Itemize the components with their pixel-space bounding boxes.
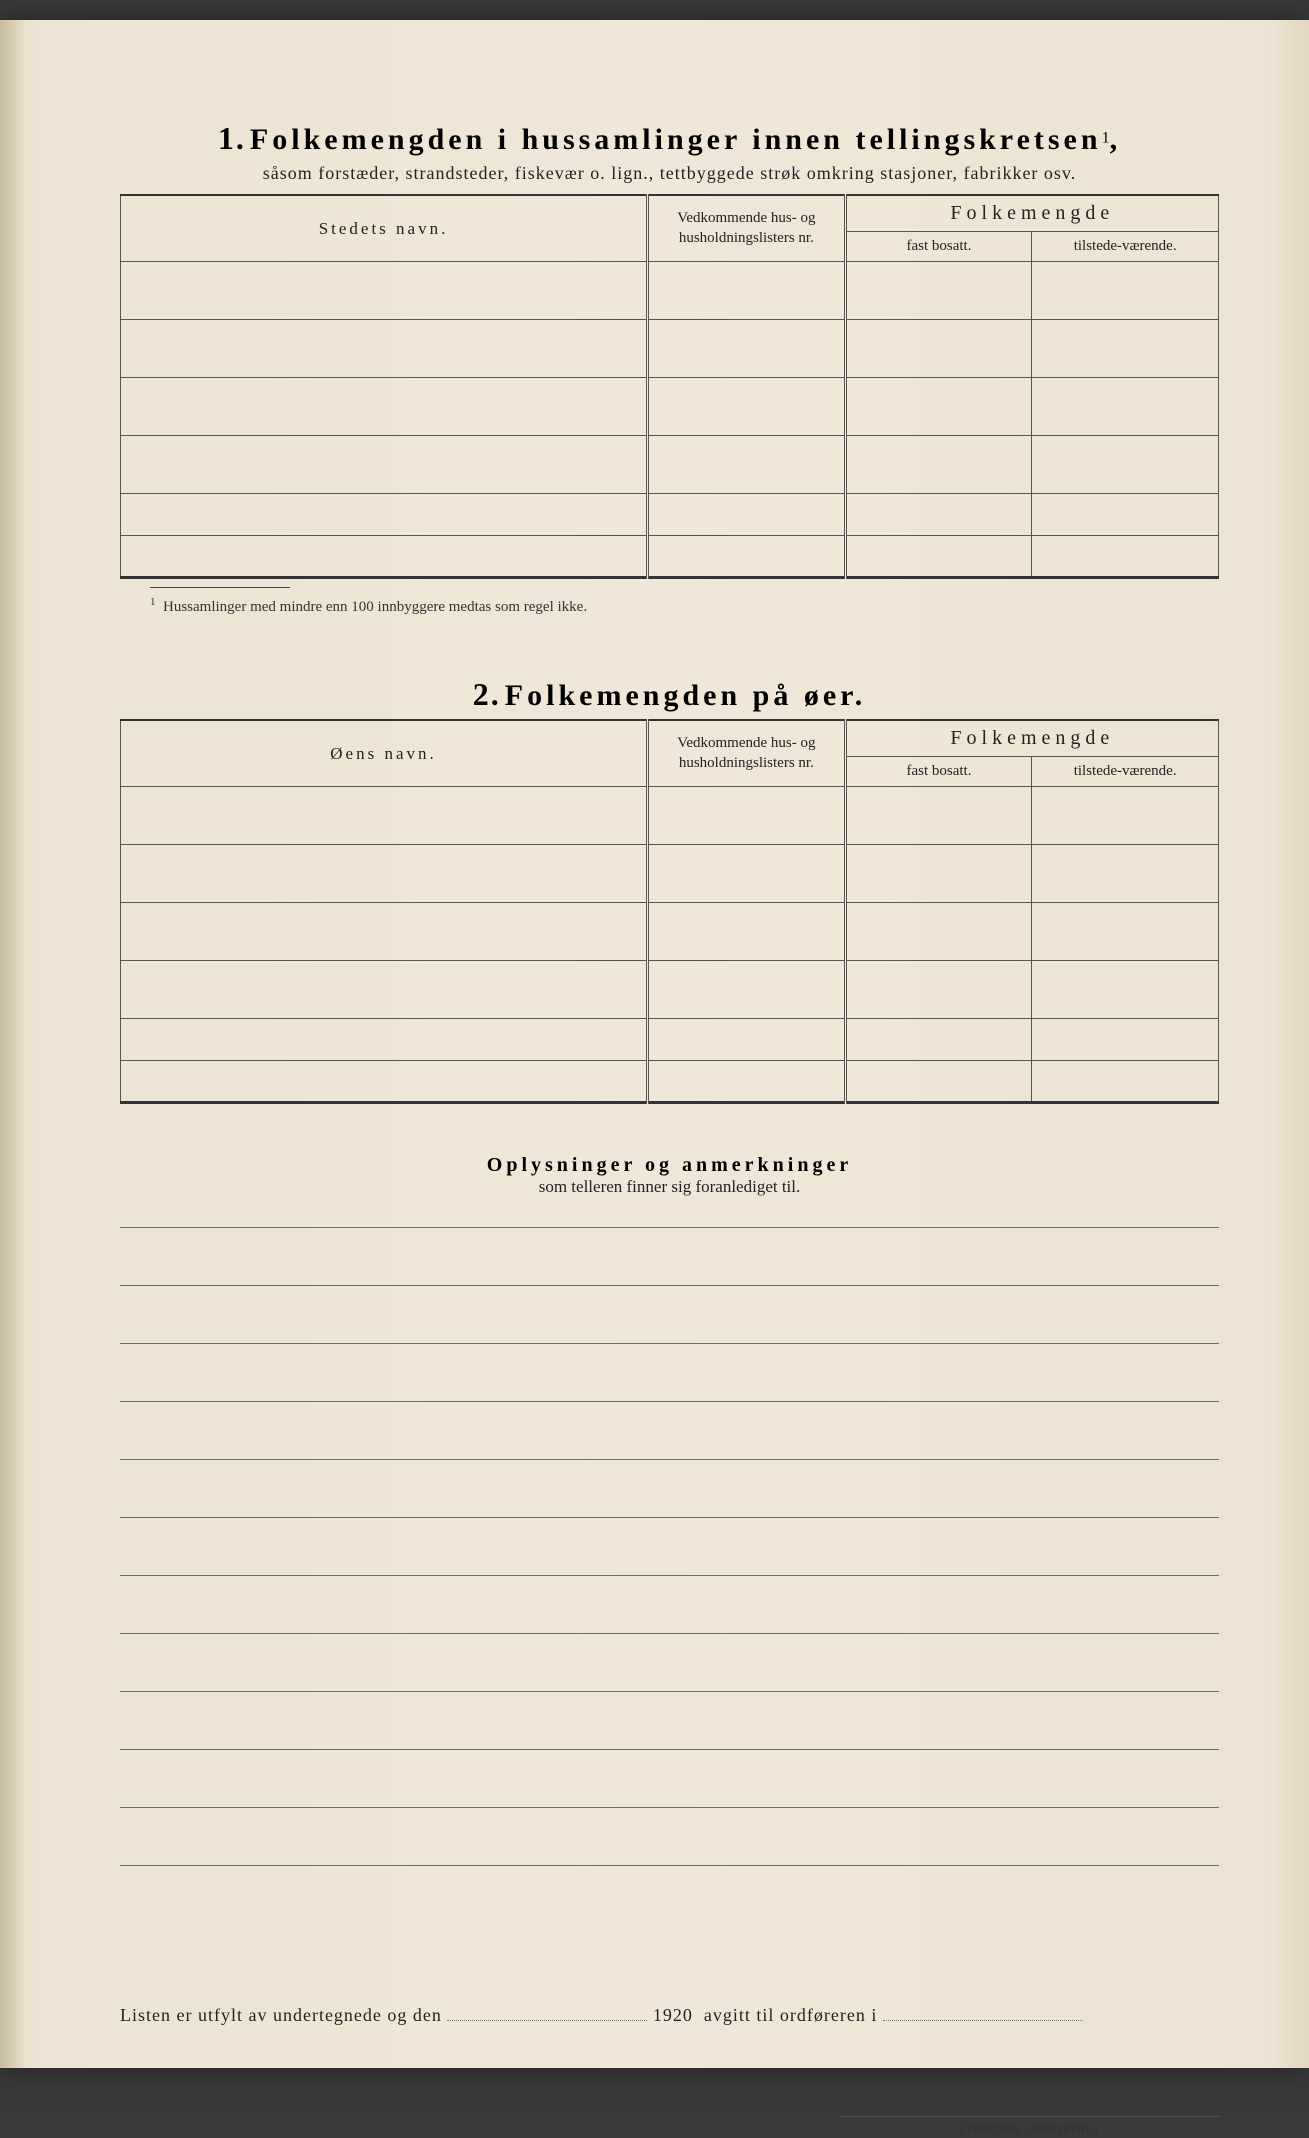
ordforer-blank	[883, 2003, 1083, 2021]
footnote-rule	[150, 587, 290, 588]
table-row	[121, 320, 1219, 378]
section1-number: 1.	[218, 120, 246, 156]
section1-rows	[121, 262, 1219, 578]
table-row	[121, 961, 1219, 1019]
table-row	[121, 787, 1219, 845]
section2-table: Øens navn. Vedkommende hus- og husholdni…	[120, 719, 1219, 1104]
col-list-nr-2: Vedkommende hus- og husholdningslisters …	[648, 720, 846, 787]
col-stedets-navn: Stedets navn.	[121, 195, 648, 262]
col-folkemengde: Folkemengde	[845, 195, 1218, 232]
col-oens-navn: Øens navn.	[121, 720, 648, 787]
table-row	[121, 436, 1219, 494]
section2-title: 2. Folkemengden på øer.	[120, 676, 1219, 713]
section1-sup: 1	[1102, 130, 1110, 147]
col-tilstedevaerende-2: tilstede-værende.	[1032, 757, 1219, 787]
table-row	[121, 378, 1219, 436]
notes-ruled-lines	[120, 1227, 1219, 1923]
table-row	[121, 1019, 1219, 1061]
date-blank	[447, 2003, 647, 2021]
section2-rows	[121, 787, 1219, 1103]
section1-heading: Folkemengden i hussamlinger innen tellin…	[250, 123, 1102, 156]
col-tilstedevaerende: tilstede-værende.	[1032, 232, 1219, 262]
section1-table: Stedets navn. Vedkommende hus- og hushol…	[120, 194, 1219, 579]
notes-title: Oplysninger og anmerkninger	[120, 1154, 1219, 1177]
notes-subtitle: som telleren finner sig foranlediget til…	[120, 1177, 1219, 1197]
signature-line: (Tellerens underskrift.)	[839, 2116, 1219, 2138]
table-row	[121, 494, 1219, 536]
col-fast-bosatt: fast bosatt.	[845, 232, 1032, 262]
col-fast-bosatt-2: fast bosatt.	[845, 757, 1032, 787]
table-row	[121, 262, 1219, 320]
table-row	[121, 536, 1219, 578]
section2-number: 2.	[473, 676, 501, 712]
col-folkemengde-2: Folkemengde	[845, 720, 1218, 757]
section1-subtitle: såsom forstæder, strandsteder, fiskevær …	[120, 163, 1219, 184]
section1-title: 1. Folkemengden i hussamlinger innen tel…	[120, 120, 1219, 157]
section2-heading: Folkemengden på øer.	[505, 679, 866, 712]
table-row	[121, 903, 1219, 961]
table-row	[121, 845, 1219, 903]
table-row	[121, 1061, 1219, 1103]
signoff-line: Listen er utfylt av undertegnede og den …	[120, 2003, 1219, 2026]
col-list-nr: Vedkommende hus- og husholdningslisters …	[648, 195, 846, 262]
section1-footnote: 1 Hussamlinger med mindre enn 100 innbyg…	[150, 596, 1219, 616]
census-form-page: 1. Folkemengden i hussamlinger innen tel…	[0, 20, 1309, 2068]
